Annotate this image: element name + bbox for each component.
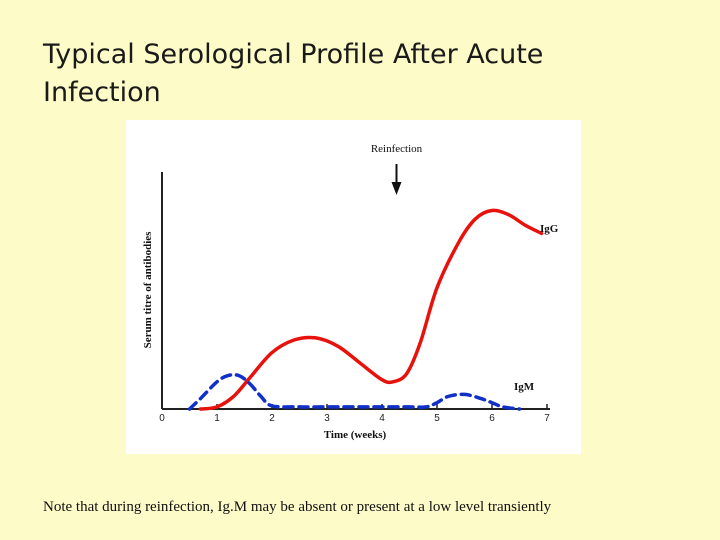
x-axis-label: Time (weeks) [324,429,387,441]
annotation-arrow-head [391,182,402,195]
x-tick-label-6: 6 [489,413,495,424]
series-line-igm [187,372,522,411]
series-line-igg [198,208,544,411]
x-tick-label-2: 2 [269,413,275,424]
footnote: Note that during reinfection, Ig.M may b… [43,499,552,515]
slide-title: Typical Serological Profile After Acute … [43,39,544,108]
annotation-label: Reinfection [371,143,423,155]
chart-panel: 0 1 2 3 4 5 6 7 Time (weeks) Serum titre of ant… [126,120,581,454]
x-tick-label-5: 5 [434,413,440,424]
x-tick-label-3: 3 [324,413,330,424]
series-label-igm: IgM [514,381,535,393]
x-tick-label-7: 7 [544,413,550,424]
x-tick-label-0: 0 [159,413,165,424]
antibody-chart: 0 1 2 3 4 5 6 7 Time (weeks) Serum titre of ant… [142,143,559,441]
x-tick-label-1: 1 [214,413,220,424]
x-tick-label-4: 4 [379,413,385,424]
y-axis-label: Serum titre of antibodies [142,231,154,349]
series-label-igg: IgG [540,223,559,235]
